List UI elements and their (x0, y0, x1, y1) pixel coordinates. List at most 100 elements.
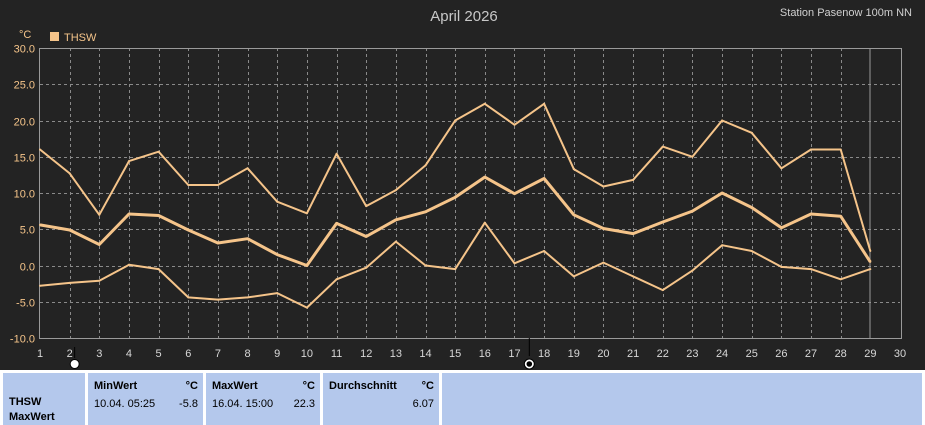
data-point-avg (276, 253, 279, 256)
data-point-min (424, 264, 427, 267)
data-point-min (305, 306, 308, 309)
data-point-max (216, 184, 219, 186)
avg-unit: °C (421, 380, 434, 392)
data-point-max (543, 102, 546, 105)
data-point-max (394, 189, 397, 192)
y-tick-label: -10.0 (10, 334, 35, 346)
data-point-min (572, 275, 575, 278)
x-tick-label: 21 (627, 348, 639, 360)
data-point-avg (750, 206, 753, 209)
data-point-max (602, 185, 605, 188)
data-point-avg (216, 242, 219, 244)
x-tick-label: 26 (775, 348, 787, 360)
x-tick-label: 2 (67, 348, 73, 360)
data-point-min (39, 284, 41, 287)
data-point-avg (483, 176, 486, 179)
max-label: MaxWert (212, 380, 258, 392)
data-point-max (454, 119, 457, 122)
data-point-max (810, 148, 812, 151)
stats-empty-cell (442, 373, 922, 425)
x-tick-label: 30 (894, 348, 906, 360)
data-point-max (572, 168, 575, 171)
x-tick-label: 1 (37, 348, 43, 360)
data-point-avg (780, 226, 783, 229)
x-tick-label: 14 (419, 348, 431, 360)
data-point-avg (365, 235, 368, 238)
data-point-avg (839, 215, 842, 218)
data-point-min (869, 268, 872, 271)
data-point-min (68, 281, 71, 284)
data-point-max (365, 205, 368, 208)
data-point-min (483, 221, 486, 224)
data-point-max (68, 172, 71, 175)
min-label: MinWert (94, 380, 138, 392)
data-point-max (276, 200, 279, 203)
min-datetime: 10.04. 05:25 (94, 398, 156, 410)
data-point-avg (424, 210, 427, 213)
stats-min-cell: MinWert °C 10.04. 05:25 -5.8 (88, 373, 203, 425)
y-tick-label: 15.0 (14, 153, 35, 165)
data-point-avg (128, 213, 130, 215)
x-tick-label: 4 (126, 348, 132, 360)
data-point-avg (661, 221, 664, 223)
data-point-avg (157, 214, 160, 217)
x-tick-label: 5 (156, 348, 162, 360)
data-point-avg (543, 177, 546, 180)
series-layer (39, 102, 872, 309)
data-point-min (661, 289, 664, 292)
data-point-min (365, 266, 368, 269)
max-value: 22.3 (293, 398, 315, 410)
legend-swatch (50, 32, 59, 41)
y-tick-label: 20.0 (14, 117, 35, 129)
data-point-min (157, 268, 160, 271)
x-tick-label: 24 (716, 348, 728, 360)
x-tick-label: 28 (835, 348, 847, 360)
max-unit: °C (302, 380, 315, 392)
data-point-max (98, 213, 101, 216)
x-tick-label: 18 (538, 348, 550, 360)
data-point-avg (513, 192, 516, 195)
data-point-min (780, 265, 783, 268)
data-point-min (98, 279, 101, 282)
data-point-avg (454, 196, 457, 199)
data-point-avg (98, 243, 101, 246)
stats-avg-cell: Durchschnitt °C 6.07 (323, 373, 439, 425)
chart-title: April 2026 (430, 8, 498, 25)
y-tick-label: 10.0 (14, 189, 35, 201)
x-tick-label: 16 (479, 348, 491, 360)
data-point-max (513, 123, 516, 126)
data-point-avg (721, 192, 724, 194)
x-tick-label: 23 (686, 348, 698, 360)
data-point-max (839, 148, 842, 151)
data-point-avg (335, 222, 338, 225)
stats-sensor-subtitle: MaxWert (9, 411, 55, 423)
x-tick-label: 9 (274, 348, 280, 360)
x-tick-label: 19 (568, 348, 580, 360)
stats-max-cell: MaxWert °C 16.04. 15:00 22.3 (206, 373, 320, 425)
data-point-min (543, 250, 546, 252)
data-point-max (483, 102, 486, 105)
x-tick-label: 8 (245, 348, 251, 360)
moon-markers (69, 338, 535, 370)
data-point-avg (572, 213, 575, 216)
full-moon-icon (69, 359, 80, 369)
x-tick-label: 17 (508, 348, 520, 360)
y-tick-label: -5.0 (16, 298, 35, 310)
stats-panel: THSW MaxWert MinWert °C 10.04. 05:25 -5.… (0, 370, 925, 425)
min-unit: °C (185, 380, 198, 392)
y-axis-unit: °C (19, 29, 31, 41)
data-point-max (128, 160, 130, 163)
data-point-avg (869, 260, 872, 263)
stats-sensor-name: THSW (9, 396, 42, 408)
data-point-max (157, 150, 160, 153)
data-point-avg (187, 229, 190, 231)
data-point-min (187, 296, 190, 299)
data-point-avg (810, 213, 812, 215)
y-tick-label: 5.0 (20, 225, 35, 237)
data-point-max (305, 212, 308, 215)
thsw-line-chart: April 2026 Station Pasenow 100m NN °C -1… (10, 7, 912, 370)
data-point-max (335, 152, 338, 155)
max-datetime: 16.04. 15:00 (212, 398, 274, 410)
data-point-min (839, 278, 842, 281)
x-tick-label: 20 (597, 348, 609, 360)
